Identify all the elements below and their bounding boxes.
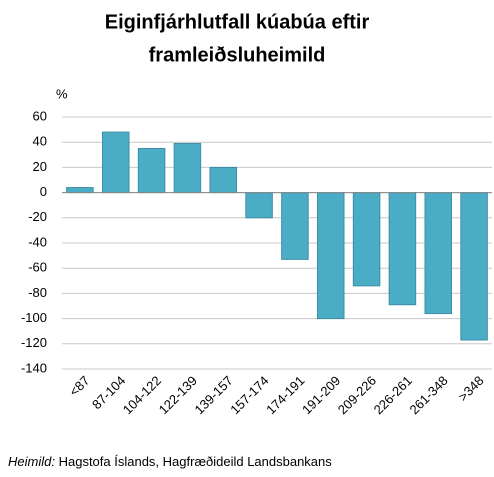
bar <box>424 192 453 315</box>
x-tick-label: 139-157 <box>191 373 235 417</box>
bar <box>66 187 94 194</box>
x-tick-label: <87 <box>66 373 92 399</box>
chart-title: framleiðsluheimild <box>149 44 326 66</box>
source: Heimild: Hagstofa Íslands, Hagfræðideild… <box>8 454 332 469</box>
y-tick-label: -60 <box>28 260 47 275</box>
x-tick-label: 191-209 <box>299 373 343 417</box>
y-tick-label: -40 <box>28 234 47 249</box>
x-tick-label: 261-348 <box>406 373 450 417</box>
bar <box>173 142 202 194</box>
chart-title: Eiginfjárhlutfall kúabúa eftir <box>105 11 370 33</box>
x-tick-label: 174-191 <box>263 373 307 417</box>
bar <box>245 192 273 219</box>
bar <box>209 166 238 194</box>
y-tick-label: -80 <box>28 285 47 300</box>
y-tick-label: 0 <box>40 184 47 199</box>
bar <box>460 192 488 341</box>
x-tick-label: 157-174 <box>227 373 271 417</box>
bar <box>137 148 166 194</box>
bar <box>352 192 381 287</box>
y-tick-label: 40 <box>33 134 47 149</box>
bar <box>281 192 309 260</box>
y-tick-label: -140 <box>21 360 47 375</box>
bar <box>101 131 130 194</box>
source-text: Hagstofa Íslands, Hagfræðideild Landsban… <box>59 454 333 469</box>
x-tick-label: 226-261 <box>371 373 415 417</box>
y-tick-label: 60 <box>33 108 47 123</box>
y-axis-label: % <box>56 86 68 101</box>
y-tick-label: -120 <box>21 335 47 350</box>
y-tick-label: 20 <box>33 159 47 174</box>
y-tick-label: -100 <box>21 310 47 325</box>
x-tick-label: 209-226 <box>335 373 379 417</box>
x-tick-label: 104-122 <box>120 373 164 417</box>
bar <box>316 192 345 320</box>
source-label: Heimild: <box>8 454 55 469</box>
bar <box>388 192 417 306</box>
y-tick-label: -20 <box>28 209 47 224</box>
x-tick-label: >348 <box>455 373 486 404</box>
x-tick-label: 122-139 <box>156 373 200 417</box>
